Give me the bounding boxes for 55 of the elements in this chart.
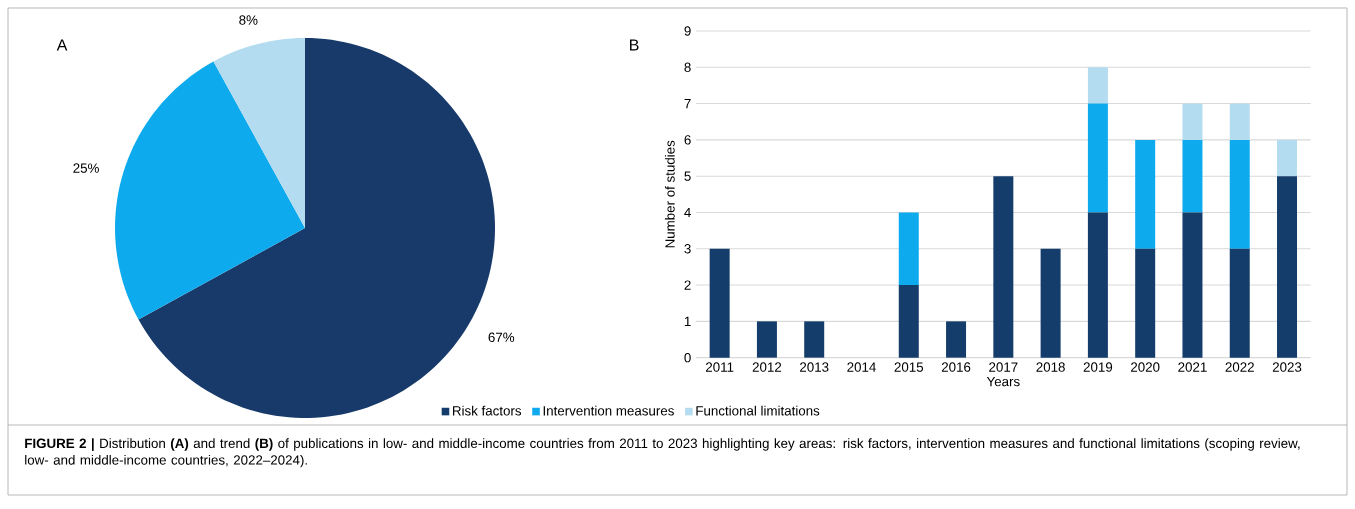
x-tick-label: 2018 bbox=[1036, 362, 1065, 372]
x-tick-label: 2015 bbox=[894, 362, 924, 372]
bar bbox=[1182, 103, 1203, 140]
y-tick-label: 3 bbox=[684, 244, 691, 254]
y-tick-label: 5 bbox=[684, 171, 691, 181]
x-tick-label: 2019 bbox=[1083, 362, 1113, 372]
y-axis-title: Number of studies bbox=[664, 140, 675, 248]
bar bbox=[1087, 67, 1108, 104]
bar bbox=[1229, 103, 1250, 140]
x-tick-label: 2012 bbox=[752, 362, 782, 372]
y-tick-label: 1 bbox=[684, 316, 691, 326]
bar bbox=[804, 321, 825, 358]
y-tick-label: 4 bbox=[684, 207, 691, 218]
bar bbox=[993, 176, 1014, 358]
data-label: 8% bbox=[239, 15, 258, 25]
bar bbox=[1277, 139, 1298, 177]
bar bbox=[1135, 139, 1156, 249]
x-tick-label: 2016 bbox=[941, 362, 971, 372]
legend-label: Risk factors bbox=[453, 405, 522, 416]
data-label: 67% bbox=[488, 332, 515, 342]
y-tick-label: 2 bbox=[684, 280, 691, 290]
y-tick-label: 6 bbox=[684, 135, 691, 145]
x-tick-label: 2011 bbox=[705, 362, 734, 372]
y-tick-label: 8 bbox=[684, 62, 691, 73]
bar bbox=[898, 285, 919, 358]
bar bbox=[1087, 103, 1108, 213]
bar bbox=[946, 321, 967, 358]
bar bbox=[756, 321, 777, 358]
bar bbox=[1040, 248, 1061, 358]
chart-title: B bbox=[630, 39, 639, 51]
x-tick-label: 2021 bbox=[1178, 362, 1207, 372]
x-axis-title: Years bbox=[986, 376, 1020, 387]
y-tick-label: 9 bbox=[684, 26, 691, 36]
bar bbox=[1182, 212, 1203, 358]
x-tick-label: 2023 bbox=[1272, 362, 1302, 372]
text: FIGURE 2 | Distribution (A) and trend (B) of publications in low- and middle-income countries from 2011 to 2023 highlighting key areas: risk factors, intervention measures and functional limitations (scoping review, low- and middle-income countries, 2022–2024). bbox=[25, 438, 1300, 468]
bar bbox=[1087, 212, 1108, 358]
bar bbox=[1229, 248, 1250, 358]
legend-label: Functional limitations bbox=[696, 405, 820, 416]
y-tick-label: 0 bbox=[684, 352, 691, 363]
bar bbox=[1135, 248, 1156, 358]
data-label: 25% bbox=[73, 163, 99, 173]
x-tick-label: 2017 bbox=[989, 362, 1018, 372]
bar bbox=[1182, 139, 1203, 213]
x-tick-label: 2022 bbox=[1225, 362, 1254, 372]
x-tick-label: 2020 bbox=[1131, 362, 1160, 372]
y-tick-label: 7 bbox=[684, 98, 691, 109]
x-tick-label: 2013 bbox=[800, 362, 829, 372]
x-tick-label: 2014 bbox=[847, 362, 876, 372]
bar bbox=[898, 212, 919, 286]
legend-label: Intervention measures bbox=[543, 405, 674, 416]
bar bbox=[709, 248, 730, 358]
bar bbox=[1229, 139, 1250, 249]
text: A bbox=[56, 39, 68, 51]
bar bbox=[1277, 176, 1298, 358]
